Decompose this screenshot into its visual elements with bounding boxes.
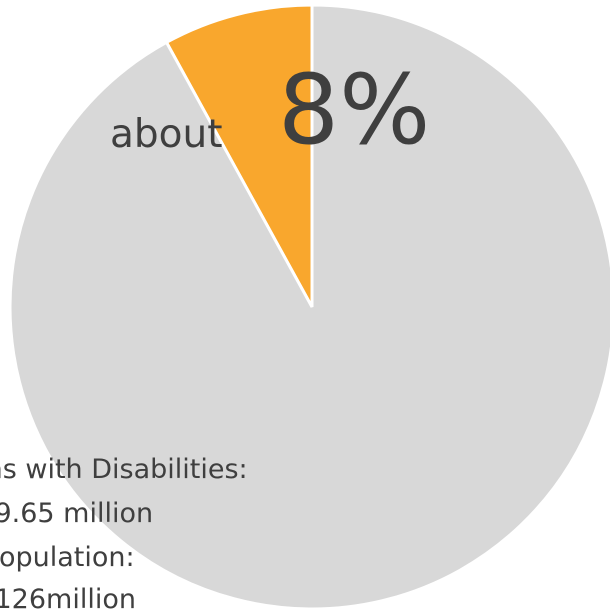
percent-prefix-label: about — [110, 112, 223, 157]
pie-slice-2 — [8, 3, 610, 610]
annotation-line-3: Total Population: — [0, 542, 135, 573]
annotation-line-1: Persons with Disabilities: — [0, 454, 248, 485]
annotation-line-2: about 9.65 million — [0, 498, 154, 529]
percent-value-label: 8% — [278, 54, 431, 166]
pie-slice-1 — [164, 3, 314, 308]
annotation-line-4: about 126million — [0, 584, 136, 610]
